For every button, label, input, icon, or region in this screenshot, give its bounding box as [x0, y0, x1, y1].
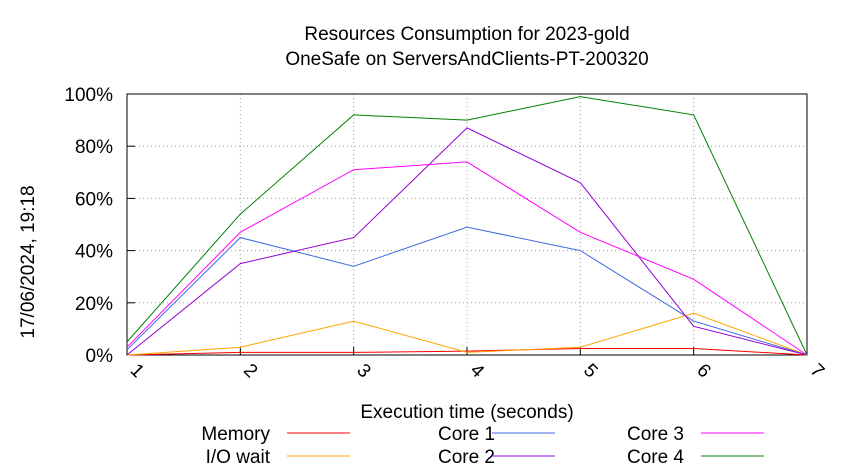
legend-label: Core 1 — [438, 424, 495, 445]
x-tick-label: 1 — [126, 360, 148, 382]
x-tick-label: 7 — [806, 360, 828, 382]
y-tick-label: 40% — [75, 242, 113, 263]
series-line-memory — [126, 348, 808, 356]
x-tick-label: 3 — [352, 360, 374, 382]
x-axis-label: Execution time (seconds) — [360, 402, 573, 423]
x-tick-label: 4 — [466, 360, 489, 383]
legend-label: Core 2 — [438, 447, 495, 468]
x-tick-label: 5 — [579, 360, 601, 382]
legend-label: Core 3 — [627, 424, 684, 445]
plot-frame — [126, 93, 808, 356]
y-tick-label: 60% — [75, 189, 113, 210]
series-lines — [126, 96, 808, 356]
x-tick-label: 2 — [239, 360, 261, 382]
chart-subtitle: OneSafe on ServersAndClients-PT-200320 — [285, 49, 648, 70]
series-line-core-1 — [126, 226, 808, 356]
series-line-core-3 — [126, 161, 808, 356]
y-axis: 0% 20% 40% 60% 80% 100% — [64, 85, 135, 367]
legend-label: Core 4 — [627, 447, 684, 468]
y-tick-label: 80% — [75, 137, 113, 158]
series-line-core-4 — [126, 96, 808, 356]
series-line-i-o-wait — [126, 312, 808, 356]
y-tick-label: 0% — [86, 346, 114, 367]
legend-label: Memory — [201, 424, 270, 445]
x-tick-label: 6 — [692, 360, 714, 382]
y-tick-label: 20% — [75, 294, 113, 315]
grid-lines — [127, 94, 807, 355]
series-line-core-2 — [126, 127, 808, 356]
y-tick-label: 100% — [64, 85, 113, 106]
legend-label: I/O wait — [206, 447, 271, 468]
chart-title: Resources Consumption for 2023-gold — [304, 24, 629, 45]
timestamp-label: 17/06/2024, 19:18 — [18, 185, 39, 338]
